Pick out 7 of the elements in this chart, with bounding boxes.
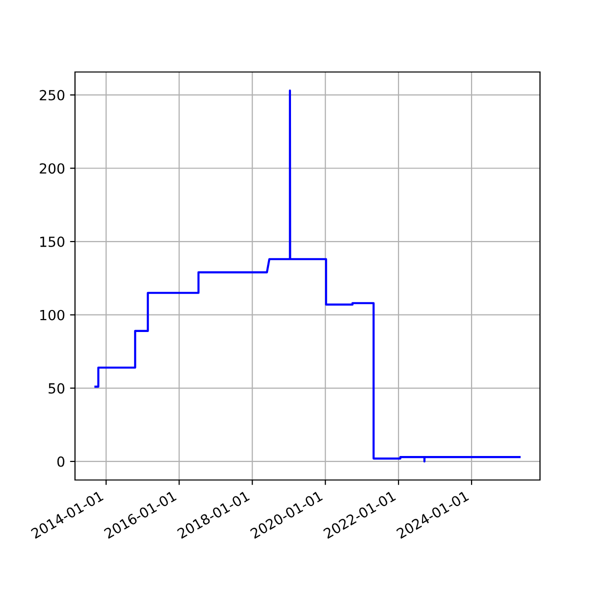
line-series bbox=[94, 90, 521, 462]
y-tick-label: 0 bbox=[57, 456, 64, 467]
y-tick-label: 50 bbox=[48, 383, 64, 394]
y-tick-label: 250 bbox=[40, 90, 64, 100]
y-tick-label: 100 bbox=[40, 310, 64, 320]
y-tick-label: 200 bbox=[40, 163, 64, 174]
y-tick-label: 150 bbox=[40, 236, 64, 248]
